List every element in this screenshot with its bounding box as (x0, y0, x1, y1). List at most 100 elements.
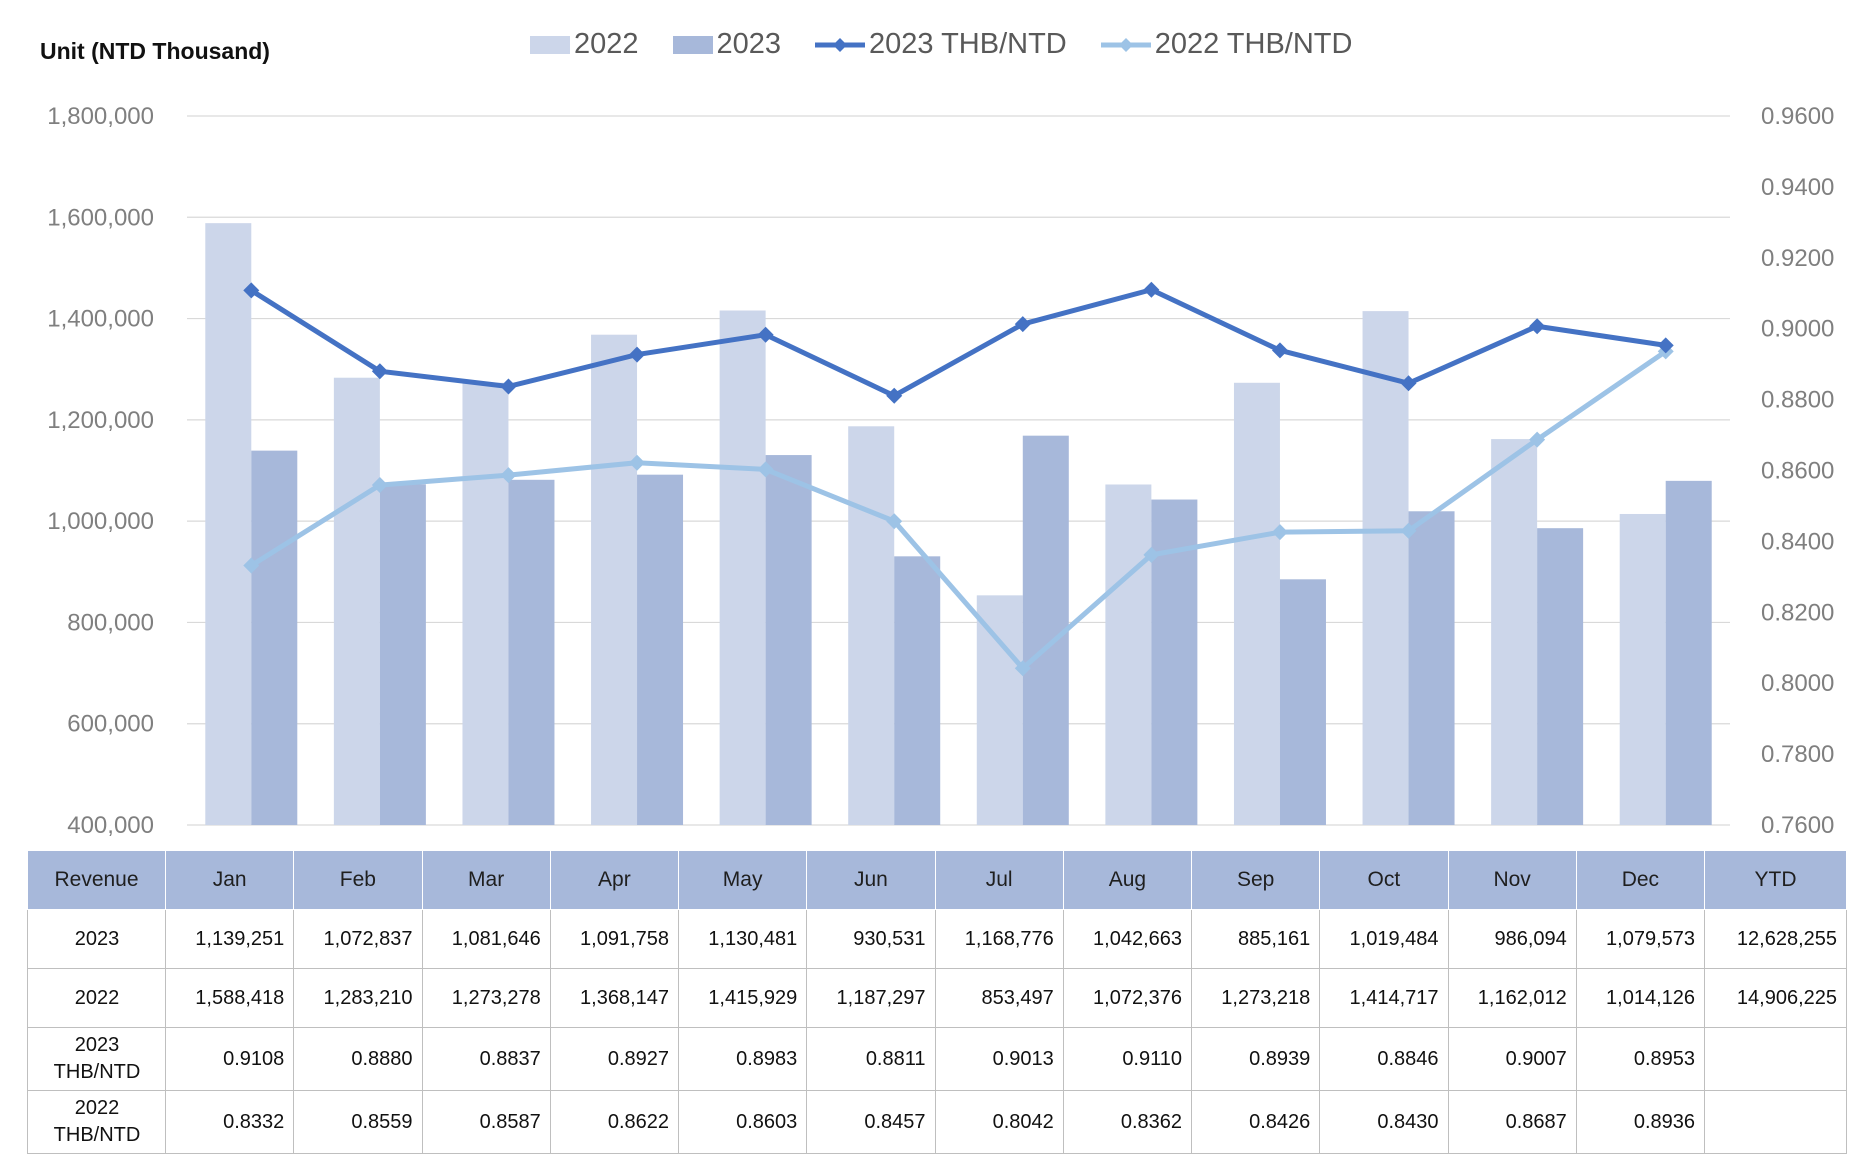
legend-label-2023-thb-ntd: 2023 THB/NTD (869, 28, 1067, 60)
marker-2023-THB-NTD-Nov (1529, 318, 1546, 335)
bar-2023-Mar (508, 479, 555, 825)
marker-2022-THB-NTD-Nov (1529, 431, 1546, 448)
table-cell: 0.8622 (549, 1090, 680, 1154)
table-cell: 1,273,218 (1190, 968, 1321, 1028)
table-header-cell: Mar (421, 850, 551, 910)
bar-2023-Sep (1279, 579, 1326, 825)
table-cell: 0.8927 (549, 1027, 680, 1091)
table-row: 2022 THB/NTD 0.8332 0.8559 0.8587 0.8622 0.860… (27, 1090, 1847, 1154)
table-body: 2023 1,139,251 1,072,837 1,081,646 1,091,758… (27, 909, 1847, 1154)
bar-2023-Jan (251, 450, 298, 825)
row-label-line: THB/NTD (53, 1124, 141, 1146)
combo-chart: 400,000 600,000 800,000 1,000,000 1,200,000 1… (47, 103, 1834, 839)
table-cell: 0.8936 (1575, 1090, 1706, 1154)
marker-2022-THB-NTD-Sep (1271, 524, 1288, 541)
table-row-label: 2022 (27, 968, 166, 1028)
table-cell: 0.8426 (1190, 1090, 1321, 1154)
right-axis-tick-label: 0.9000 (1761, 316, 1834, 343)
marker-2022-THB-NTD-Jul (1014, 660, 1031, 677)
bar-2022-Aug (1105, 484, 1152, 825)
right-axis-tick-label: 0.8800 (1761, 387, 1834, 414)
right-axis-tick-label: 0.9200 (1761, 245, 1834, 272)
table-cell: 0.8587 (421, 1090, 551, 1154)
table-cell: 986,094 (1447, 909, 1577, 969)
table-cell: 1,019,484 (1319, 909, 1449, 969)
table-row: 2023 THB/NTD 0.9108 0.8880 0.8837 0.8927 0.898… (27, 1027, 1847, 1091)
table-cell: 0.8687 (1447, 1090, 1577, 1154)
legend-swatch-2022 (530, 35, 570, 54)
table-cell: 0.8983 (677, 1027, 808, 1091)
chart-legend: 2022 2023 2023 THB/NTD 2022 THB/NTD (530, 28, 1386, 61)
marker-2022-THB-NTD-Jan (243, 557, 260, 574)
right-y-axis: 0.7600 0.7800 0.8000 0.8200 0.8400 0.8600 0.88… (1761, 103, 1834, 839)
table-cell: 1,091,758 (549, 909, 680, 969)
table-cell: 0.8846 (1319, 1027, 1449, 1091)
table-cell: 1,162,012 (1447, 968, 1577, 1028)
table-cell: 1,072,376 (1062, 968, 1193, 1028)
table-cell: 0.9108 (164, 1027, 295, 1091)
table-cell: 14,906,225 (1704, 968, 1847, 1028)
table-header-cell: Jan (164, 850, 295, 910)
marker-2023-THB-NTD-Sep (1271, 342, 1288, 359)
table-cell: 1,368,147 (549, 968, 680, 1028)
bar-2023-Dec (1665, 480, 1712, 825)
table-cell: 12,628,255 (1704, 909, 1847, 969)
marker-2023-THB-NTD-Oct (1400, 375, 1417, 392)
table-header-cell: Jun (806, 850, 936, 910)
legend-label-2022-thb-ntd: 2022 THB/NTD (1154, 28, 1353, 60)
table-cell: 1,072,837 (293, 909, 423, 969)
table-cell: 1,273,278 (421, 968, 551, 1028)
legend-label-2022: 2022 (574, 28, 639, 60)
table-cell: 0.8362 (1062, 1090, 1193, 1154)
table-cell: 930,531 (806, 909, 936, 969)
table-cell: 0.8837 (421, 1027, 551, 1091)
right-axis-tick-label: 0.7800 (1761, 741, 1834, 768)
table-header-cell: Apr (549, 850, 680, 910)
gridlines (187, 115, 1730, 826)
table-row-label: 2022 THB/NTD (27, 1090, 166, 1154)
bar-2022-Apr (591, 334, 638, 825)
table-row: 2023 1,139,251 1,072,837 1,081,646 1,091,758… (27, 909, 1847, 969)
table-cell (1704, 1090, 1847, 1154)
marker-2023-THB-NTD-Dec (1657, 337, 1674, 354)
table-cell: 1,130,481 (677, 909, 808, 969)
bar-2023-Oct (1408, 511, 1455, 825)
left-axis-tick-label: 400,000 (67, 812, 154, 839)
bar-2023-Apr (637, 474, 684, 825)
marker-2023-THB-NTD-Jan (243, 282, 260, 299)
table-cell: 0.9013 (934, 1027, 1064, 1091)
table-cell (1704, 1027, 1847, 1091)
bar-2023-May (765, 455, 812, 825)
table-header-cell: Oct (1319, 850, 1449, 910)
table-cell: 885,161 (1190, 909, 1321, 969)
table-row-label: 2023 THB/NTD (27, 1027, 166, 1091)
table-header-cell: Dec (1575, 850, 1706, 910)
legend-line-2023-thb-ntd (815, 37, 866, 52)
table-header-cell: Jul (934, 850, 1064, 910)
left-axis-tick-label: 1,000,000 (47, 508, 154, 535)
bar-2022-Sep (1233, 382, 1280, 825)
bar-2022-Mar (462, 382, 509, 825)
marker-2023-THB-NTD-Apr (629, 346, 646, 363)
marker-2023-THB-NTD-Aug (1143, 281, 1160, 298)
right-axis-tick-label: 0.9400 (1761, 174, 1834, 201)
bar-2022-Jan (205, 223, 252, 825)
bar-2023-Nov (1537, 528, 1584, 825)
right-axis-tick-label: 0.8600 (1761, 458, 1834, 485)
table-cell: 0.9110 (1062, 1027, 1193, 1091)
right-axis-tick-label: 0.9600 (1761, 103, 1834, 130)
legend-item-2023-thb-ntd: 2023 THB/NTD (815, 28, 1067, 61)
bar-2022-Jul (976, 595, 1023, 825)
row-label-line: 2022 (74, 986, 120, 1009)
left-axis-tick-label: 1,400,000 (47, 306, 154, 333)
right-axis-tick-label: 0.8200 (1761, 599, 1834, 626)
legend-line-2022-thb-ntd (1100, 37, 1151, 52)
bar-2022-Feb (333, 377, 380, 825)
bar-2022-Dec (1619, 513, 1666, 825)
bar-2023-Jul (1022, 435, 1069, 825)
legend-item-2022-thb-ntd: 2022 THB/NTD (1100, 28, 1353, 61)
bar-series (205, 223, 1712, 826)
table-cell: 1,042,663 (1062, 909, 1193, 969)
marker-2022-THB-NTD-Oct (1400, 522, 1417, 539)
table-cell: 0.8042 (934, 1090, 1064, 1154)
